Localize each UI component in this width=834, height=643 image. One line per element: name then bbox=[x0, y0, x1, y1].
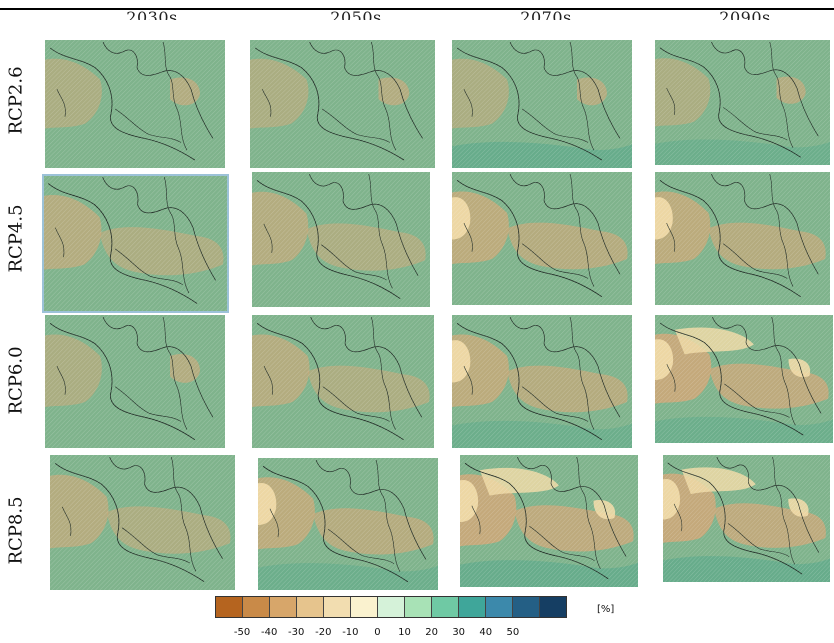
map-panel-rcp26-2050s bbox=[250, 40, 435, 168]
colorbar-swatch bbox=[351, 597, 378, 617]
colorbar-tick-label: -20 bbox=[315, 627, 332, 638]
colorbar-tick-label: -10 bbox=[342, 627, 359, 638]
map-panel-rcp45-2070s bbox=[452, 172, 632, 305]
row-label-rcp85: RCP8.5 bbox=[5, 495, 27, 565]
colorbar-swatch bbox=[270, 597, 297, 617]
colorbar-swatch bbox=[297, 597, 324, 617]
colorbar-swatch bbox=[405, 597, 432, 617]
row-label-rcp26: RCP2.6 bbox=[5, 65, 27, 135]
map-panel-rcp60-2030s bbox=[45, 315, 225, 448]
colorbar-tick-label: -30 bbox=[288, 627, 305, 638]
map-panel-rcp85-2070s bbox=[460, 455, 638, 587]
colorbar-swatch bbox=[324, 597, 351, 617]
colorbar-tick-label: 0 bbox=[374, 627, 381, 638]
colorbar-tick-label: -40 bbox=[260, 627, 278, 638]
column-label-2030s: 2030s bbox=[126, 10, 178, 20]
colorbar-swatch bbox=[432, 597, 459, 617]
colorbar-swatch bbox=[513, 597, 540, 617]
row-label-rcp45: RCP4.5 bbox=[5, 203, 27, 273]
colorbar-tick-label: 30 bbox=[452, 627, 466, 638]
colorbar-tick-label: -50 bbox=[233, 627, 251, 638]
map-panel-rcp60-2050s bbox=[252, 315, 434, 448]
figure-top-rule bbox=[0, 8, 834, 10]
colorbar bbox=[215, 596, 567, 618]
colorbar-tick-label: 50 bbox=[506, 627, 520, 638]
colorbar-tick-label: 40 bbox=[479, 627, 493, 638]
map-panel-rcp60-2090s bbox=[655, 315, 833, 443]
map-panel-rcp45-2030s bbox=[42, 174, 229, 313]
map-panel-rcp85-2030s bbox=[50, 455, 235, 590]
colorbar-swatch bbox=[378, 597, 405, 617]
column-label-2070s: 2070s bbox=[520, 10, 572, 20]
map-panel-rcp26-2030s bbox=[45, 40, 225, 168]
colorbar-swatch bbox=[216, 597, 243, 617]
map-panel-rcp45-2090s bbox=[655, 172, 830, 305]
row-label-rcp60: RCP6.0 bbox=[5, 345, 27, 415]
column-label-2090s: 2090s bbox=[719, 10, 771, 20]
map-panel-rcp26-2090s bbox=[655, 40, 830, 165]
map-panel-rcp26-2070s bbox=[452, 40, 632, 168]
colorbar-swatch bbox=[540, 597, 566, 617]
colorbar-tick-label: 10 bbox=[398, 627, 411, 638]
colorbar-swatch bbox=[243, 597, 270, 617]
map-panel-rcp85-2090s bbox=[663, 455, 830, 582]
colorbar-unit: [%] bbox=[597, 604, 615, 615]
colorbar-swatch bbox=[459, 597, 486, 617]
colorbar-swatch bbox=[486, 597, 513, 617]
map-panel-rcp85-2050s bbox=[258, 458, 438, 590]
map-panel-rcp45-2050s bbox=[252, 172, 430, 307]
colorbar-tick-label: 20 bbox=[425, 627, 438, 638]
map-panel-rcp60-2070s bbox=[452, 315, 632, 448]
column-label-2050s: 2050s bbox=[330, 10, 382, 20]
